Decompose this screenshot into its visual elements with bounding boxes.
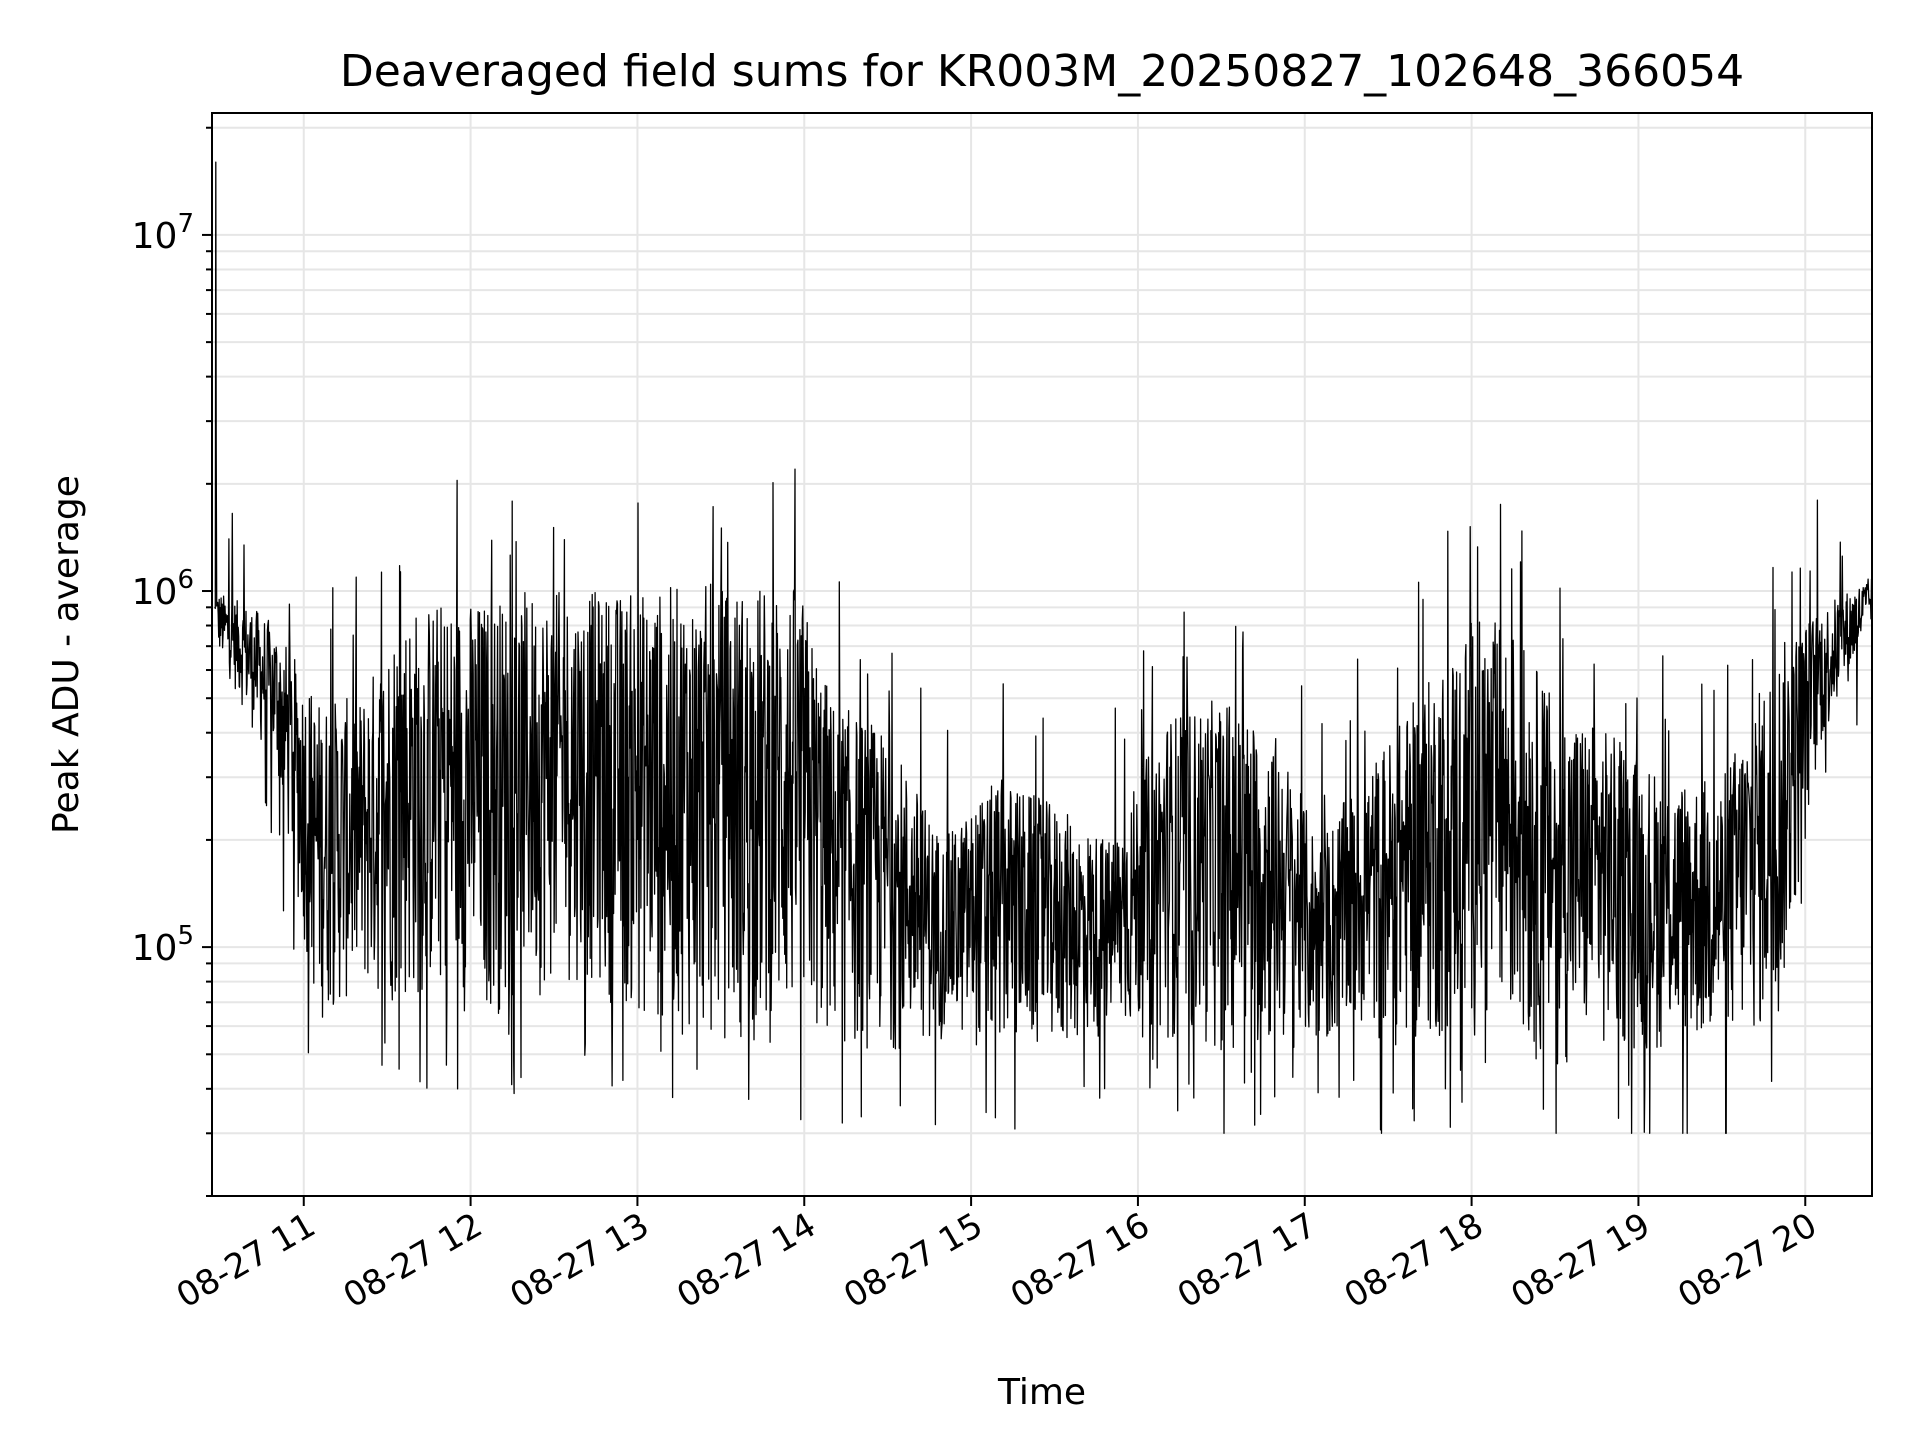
chart-title: Deaveraged field sums for KR003M_2025082…: [339, 46, 1745, 97]
y-tick-label: 106: [132, 565, 194, 613]
y-axis-label: Peak ADU - average: [46, 475, 87, 834]
x-tick-label: 08-27 18: [1338, 1205, 1490, 1316]
y-tick-label: 107: [132, 209, 194, 257]
x-tick-label: 08-27 12: [337, 1205, 489, 1316]
x-tick-label: 08-27 13: [504, 1205, 656, 1316]
y-tick-label: 105: [132, 921, 194, 969]
axis-ticks: 08-27 11 08-27 12 08-27 13 08-27 14 08-27 15…: [132, 126, 1824, 1316]
x-tick-label: 08-27 16: [1004, 1205, 1156, 1316]
x-tick-label: 08-27 11: [170, 1205, 322, 1316]
series-peak-adu: [214, 161, 1873, 1134]
x-tick-label: 08-27 19: [1505, 1205, 1657, 1316]
x-tick-label: 08-27 15: [837, 1205, 989, 1316]
x-axis-label: Time: [997, 1372, 1086, 1413]
x-tick-label: 08-27 20: [1671, 1205, 1823, 1316]
plot-frame: [211, 112, 1873, 1197]
x-tick-label: 08-27 14: [670, 1205, 822, 1316]
series-line: [214, 161, 1873, 1134]
x-tick-label: 08-27 17: [1171, 1205, 1323, 1316]
